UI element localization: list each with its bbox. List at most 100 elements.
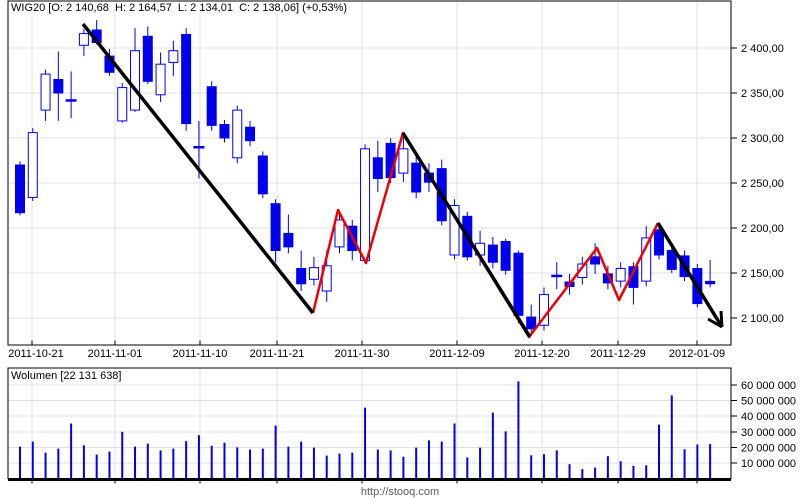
x-axis-label: 2011-12-09 (429, 348, 484, 360)
candle-doji-dash (65, 99, 77, 102)
volume-bar (440, 441, 443, 479)
candle-body (232, 109, 243, 159)
volume-bar (670, 395, 673, 479)
y-axis-label: 2 150,00 (741, 268, 784, 280)
volume-bar (223, 442, 226, 479)
source-url: http://stooq.com (360, 486, 440, 498)
volume-bar (185, 441, 188, 479)
trendline (401, 132, 532, 338)
volume-bar (683, 449, 686, 479)
candle-body (53, 79, 64, 94)
volume-bar (504, 431, 507, 479)
volume-bar (466, 457, 469, 479)
volume-bar (632, 465, 635, 479)
volume-bar (402, 456, 405, 479)
volume-bar (364, 407, 367, 479)
y-axis-label: 2 300,00 (741, 133, 784, 145)
y-axis-label: 2 350,00 (741, 88, 784, 100)
candle-body (40, 73, 51, 111)
volume-bar (415, 447, 418, 479)
volume-bar (134, 446, 137, 479)
volume-bar (376, 449, 379, 479)
x-axis-label: 2011-12-20 (514, 348, 569, 360)
candle-body (449, 205, 460, 256)
candle-body (283, 232, 294, 248)
volume-bar (530, 455, 533, 479)
volume-bar (645, 465, 648, 479)
x-axis-label: 2012-01-09 (669, 348, 725, 360)
candle-body (117, 87, 128, 122)
volume-bar (696, 444, 699, 479)
candle-body (168, 50, 179, 63)
volume-panel-title: Wolumen [22 131 638] (11, 370, 125, 382)
volume-axis-label: 20 000 000 (741, 442, 796, 454)
candle-doji-dash (193, 146, 205, 149)
volume-bar (300, 441, 303, 479)
volume-bar (568, 464, 571, 479)
volume-bar (236, 447, 239, 479)
candle-body (334, 219, 345, 248)
volume-bar (274, 425, 277, 479)
volume-bar (389, 450, 392, 479)
candle-body (372, 157, 383, 180)
volume-axis-label: 40 000 000 (741, 411, 796, 423)
candle-body (308, 267, 319, 280)
candle-body (526, 316, 537, 330)
candle-body (15, 164, 25, 214)
volume-bar (325, 455, 328, 479)
candle-body (270, 203, 281, 251)
x-axis-label: 2011-12-29 (590, 348, 645, 360)
volume-bar (453, 423, 456, 479)
candle-body (487, 244, 498, 263)
y-axis-label: 2 200,00 (741, 223, 784, 235)
arrowhead (719, 310, 724, 328)
candle-body (615, 268, 626, 282)
x-axis-label: 2011-11-01 (88, 348, 143, 360)
x-axis-label: 2011-10-21 (8, 348, 63, 360)
volume-bar (249, 449, 252, 479)
volume-bar (82, 445, 85, 479)
volume-bar (351, 452, 354, 479)
candle-body (628, 266, 639, 288)
candle-body (705, 280, 716, 285)
arrowhead (707, 317, 723, 329)
volume-panel-frame (7, 367, 732, 479)
volume-bar (121, 431, 124, 479)
volume-bar (19, 446, 21, 479)
price-panel-frame (7, 0, 732, 346)
candle-body (27, 132, 38, 198)
x-axis-label: 2011-11-30 (335, 348, 390, 360)
volume-bar (108, 451, 111, 479)
price-panel-title: WIG20 [O: 2 140,68 H: 2 164,57 L: 2 134,… (11, 2, 351, 14)
volume-bar (619, 461, 622, 479)
volume-axis-label: 10 000 000 (741, 458, 796, 470)
volume-bar (338, 453, 341, 479)
y-axis-label: 2 250,00 (741, 178, 784, 190)
volume-bar (312, 447, 315, 479)
candle-body (206, 86, 217, 126)
candle-body (257, 155, 268, 195)
volume-bar (479, 447, 482, 479)
trendline (81, 22, 315, 315)
volume-bar (31, 441, 34, 479)
candle-body (219, 124, 230, 139)
candle-body (641, 237, 652, 282)
volume-bar (594, 467, 597, 479)
volume-axis-label: 50 000 000 (741, 396, 796, 408)
volume-bar (517, 381, 520, 479)
volume-bar (606, 456, 609, 479)
volume-bar (159, 450, 162, 479)
volume-axis-label: 30 000 000 (741, 427, 796, 439)
candle-body (513, 252, 524, 316)
volume-bar (57, 448, 60, 479)
volume-bar (658, 424, 660, 479)
candle-body (500, 241, 511, 271)
candle-doji-dash (551, 274, 563, 278)
volume-bar (581, 469, 584, 479)
candle-body (78, 33, 89, 46)
x-axis-label: 2011-11-10 (173, 348, 228, 360)
volume-bar (555, 450, 558, 479)
volume-bar (70, 423, 73, 479)
volume-bar (146, 443, 149, 479)
